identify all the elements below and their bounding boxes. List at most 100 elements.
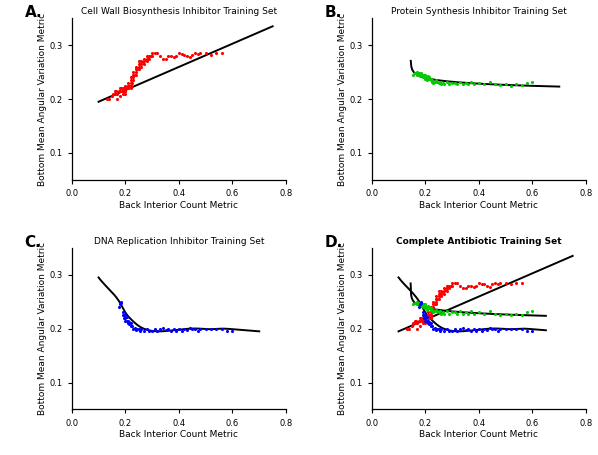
Point bbox=[485, 324, 495, 331]
Point bbox=[455, 282, 465, 289]
Point bbox=[110, 90, 120, 97]
Point bbox=[420, 314, 430, 322]
Point bbox=[124, 321, 134, 328]
Point bbox=[121, 314, 130, 322]
Point bbox=[127, 322, 137, 329]
Point bbox=[485, 308, 495, 315]
Point bbox=[145, 52, 154, 60]
Point bbox=[126, 74, 136, 81]
Point bbox=[507, 312, 516, 319]
Point bbox=[190, 325, 200, 332]
Point bbox=[512, 310, 521, 317]
Point bbox=[427, 322, 437, 329]
Point bbox=[134, 63, 144, 71]
Point bbox=[155, 52, 165, 60]
Point bbox=[131, 326, 141, 334]
Point bbox=[133, 325, 142, 332]
Point bbox=[418, 309, 428, 316]
Point bbox=[420, 301, 430, 308]
Point bbox=[490, 325, 500, 332]
Point bbox=[431, 76, 441, 84]
Point bbox=[432, 308, 442, 315]
Point bbox=[158, 324, 167, 331]
Point bbox=[422, 74, 431, 81]
Point bbox=[118, 309, 127, 316]
Point bbox=[429, 78, 438, 86]
Point bbox=[102, 96, 111, 103]
Point bbox=[420, 304, 430, 312]
Point bbox=[443, 283, 453, 290]
Point bbox=[480, 281, 489, 288]
Point bbox=[501, 81, 511, 88]
Point bbox=[201, 325, 210, 332]
Point bbox=[493, 328, 502, 335]
Point bbox=[146, 52, 155, 60]
Point bbox=[423, 312, 433, 319]
Point bbox=[423, 319, 433, 327]
Point bbox=[169, 53, 178, 61]
Point bbox=[129, 76, 138, 84]
Point bbox=[427, 309, 437, 316]
Point bbox=[115, 93, 125, 100]
Point bbox=[517, 325, 527, 332]
Point bbox=[118, 85, 127, 92]
Point bbox=[188, 325, 197, 332]
Point bbox=[501, 310, 511, 317]
Point bbox=[212, 325, 221, 332]
Point bbox=[122, 85, 132, 92]
Point bbox=[117, 299, 126, 306]
Point bbox=[418, 317, 428, 324]
Point bbox=[474, 279, 484, 287]
Point bbox=[122, 313, 132, 320]
Point bbox=[413, 301, 422, 308]
Point bbox=[163, 325, 173, 332]
Point bbox=[415, 71, 425, 78]
Point bbox=[507, 325, 516, 332]
Point bbox=[447, 279, 457, 287]
Point bbox=[161, 326, 170, 334]
Point bbox=[419, 301, 429, 308]
Point bbox=[124, 82, 134, 89]
Point bbox=[442, 308, 451, 315]
Point bbox=[440, 328, 449, 335]
X-axis label: Back Interior Count Metric: Back Interior Count Metric bbox=[120, 430, 239, 440]
Point bbox=[118, 312, 127, 319]
Point bbox=[435, 78, 445, 86]
Point bbox=[469, 283, 478, 290]
Point bbox=[425, 74, 434, 81]
Point bbox=[445, 284, 454, 292]
Point bbox=[172, 52, 181, 60]
Point bbox=[426, 322, 435, 329]
Point bbox=[147, 52, 157, 60]
Point bbox=[447, 328, 457, 335]
Point bbox=[121, 87, 130, 95]
Point bbox=[445, 328, 454, 335]
Point bbox=[482, 282, 492, 289]
Point bbox=[411, 317, 421, 324]
Point bbox=[477, 328, 486, 335]
Point bbox=[458, 284, 468, 292]
Point bbox=[425, 303, 434, 311]
Point bbox=[522, 328, 532, 335]
Point bbox=[485, 283, 495, 290]
Point bbox=[434, 293, 444, 300]
Y-axis label: Bottom Mean Angular Variation Metric: Bottom Mean Angular Variation Metric bbox=[38, 12, 47, 186]
Point bbox=[426, 75, 435, 82]
Point bbox=[129, 325, 138, 332]
Point bbox=[485, 78, 495, 86]
Point bbox=[419, 303, 429, 311]
Point bbox=[466, 282, 475, 289]
Point bbox=[415, 301, 425, 308]
Point bbox=[418, 71, 428, 78]
Point bbox=[112, 96, 122, 103]
Point bbox=[429, 303, 438, 311]
Point bbox=[418, 301, 428, 308]
Point bbox=[177, 51, 187, 58]
Point bbox=[182, 52, 192, 60]
Point bbox=[437, 81, 446, 88]
Point bbox=[420, 314, 430, 322]
Point bbox=[507, 281, 516, 288]
Point bbox=[139, 61, 149, 68]
Point bbox=[469, 310, 478, 317]
Point bbox=[480, 325, 489, 332]
